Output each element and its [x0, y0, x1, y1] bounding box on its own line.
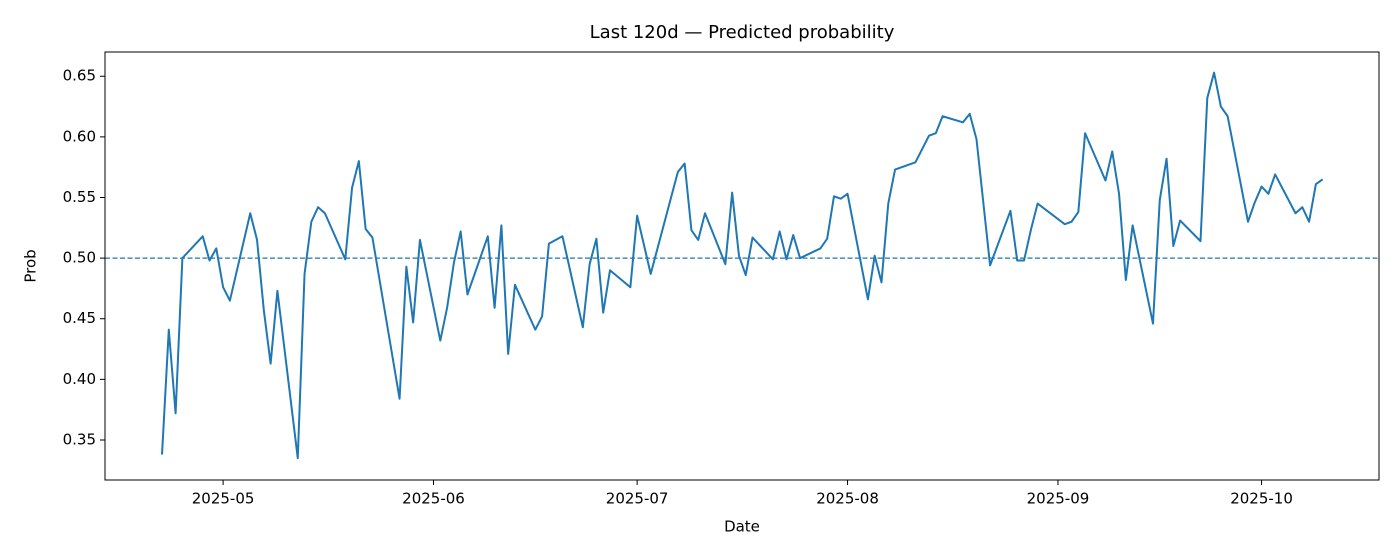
plot-frame — [104, 51, 1380, 481]
y-tick-label: 0.35 — [63, 430, 96, 448]
data-line — [161, 71, 1324, 460]
x-tick-label: 2025-07 — [606, 490, 669, 508]
x-tick-label: 2025-05 — [192, 490, 255, 508]
chart-title: Last 120d — Predicted probability — [590, 22, 895, 43]
y-axis-label: Prob — [22, 249, 40, 282]
y-tick-label: 0.55 — [63, 188, 96, 206]
x-axis-label: Date — [724, 518, 760, 536]
x-tick-label: 2025-08 — [816, 490, 879, 508]
y-tick-label: 0.45 — [63, 309, 96, 327]
y-tick-label: 0.65 — [63, 67, 96, 85]
y-tick-label: 0.40 — [63, 370, 96, 388]
y-tick-label: 0.60 — [63, 127, 96, 145]
y-tick-label: 0.50 — [63, 249, 96, 267]
x-tick-label: 2025-06 — [402, 490, 465, 508]
x-tick-label: 2025-09 — [1027, 490, 1090, 508]
x-tick-label: 2025-10 — [1230, 490, 1293, 508]
